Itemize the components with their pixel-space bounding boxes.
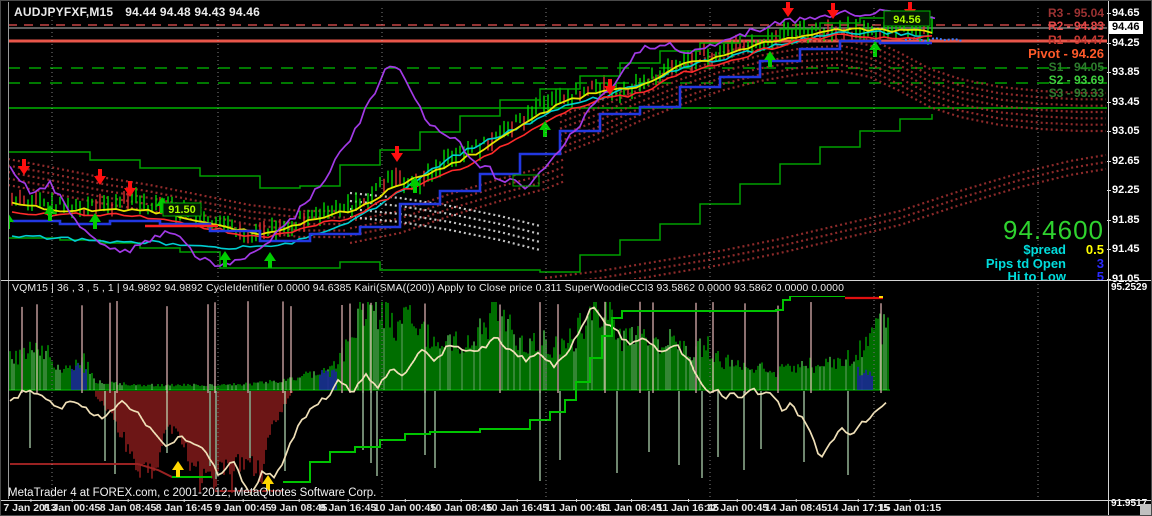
current-price-tag: 94.46 <box>1109 21 1143 34</box>
time-label: 10 Jan 00:45 <box>374 499 436 514</box>
time-axis[interactable]: 7 Jan 2013 8 Jan 00:45 8 Jan 08:45 8 Jan 16… <box>0 499 1152 516</box>
axis-separator-vertical <box>1108 0 1109 516</box>
tick-mark <box>1107 13 1111 14</box>
tick-mark <box>1107 72 1111 73</box>
svg-text:94.56: 94.56 <box>893 14 921 26</box>
buy-arrow-icon <box>264 252 276 268</box>
svg-text:91.50: 91.50 <box>168 204 196 216</box>
price-axis[interactable]: 94.65 94.25 93.85 93.45 93.05 92.65 92.25 91.85… <box>1107 0 1152 516</box>
price-tick-92.65: 92.65 <box>1107 155 1140 167</box>
sub-axis-min: 91.9517 <box>1111 498 1148 509</box>
pivot-row-pivot: Pivot - 94.26 <box>1028 46 1104 62</box>
price-tick-92.25: 92.25 <box>1107 184 1140 196</box>
info-value: 3 <box>1096 255 1104 271</box>
price-tick-94.65: 94.65 <box>1107 7 1140 19</box>
sell-arrow-icon <box>94 169 106 185</box>
price-tick-93.45: 93.45 <box>1107 96 1140 108</box>
time-label: 8 Jan 00:45 <box>44 499 100 514</box>
time-label: 8 Jan 08:45 <box>100 499 156 514</box>
time-label: 15 Jan 01:15 <box>879 499 941 514</box>
sell-arrow-icon <box>124 181 136 197</box>
pivot-row-r3: R3 - 95.04 <box>1047 6 1104 20</box>
tick-mark <box>1107 249 1111 250</box>
info-row-2: Hi to Low 5 <box>986 269 1105 284</box>
sell-arrow-icon <box>782 2 794 17</box>
time-label: 9 Jan 16:45 <box>320 499 376 514</box>
sell-arrow-icon <box>827 3 839 19</box>
buy-arrow-icon <box>44 205 56 221</box>
price-tick-91.85: 91.85 <box>1107 214 1140 226</box>
info-panel: 94.4600 $pread 0.5 Pips td Open 3 Hi to Low 5 <box>986 217 1104 284</box>
buy-arrow-icon <box>539 121 551 137</box>
buy-arrow-icon <box>89 213 101 229</box>
buy-arrow-icon <box>172 461 184 477</box>
info-label: Hi to Low <box>1007 269 1067 284</box>
price-tick-93.05: 93.05 <box>1107 125 1140 137</box>
tick-mark <box>1107 220 1111 221</box>
pivot-row-r1: R1 - 94.47 <box>1047 32 1104 47</box>
indicator-header: VQM15 | 36 , 3 , 5 , 1 | 94.9892 94.9892… <box>12 282 845 294</box>
info-value: 0.5 <box>1085 242 1104 257</box>
price-tick-91.05: 91.05 <box>1107 273 1140 285</box>
info-row-1: Pips td Open 3 <box>986 255 1104 271</box>
sell-arrow-icon <box>18 159 30 175</box>
price-tick-91.45: 91.45 <box>1107 243 1140 255</box>
signal-price-tag-left: 91.50 <box>162 202 202 217</box>
info-value: 5 <box>1096 269 1104 284</box>
pivot-row-r2: R2 - 94.83 <box>1047 19 1104 34</box>
time-label: 14 Jan 08:45 <box>765 499 827 514</box>
tick-mark <box>1107 102 1111 103</box>
info-row-0: $pread 0.5 <box>986 243 1104 257</box>
buy-arrow-icon <box>764 51 776 67</box>
tick-mark <box>1107 161 1111 162</box>
resize-corner[interactable] <box>1140 504 1152 516</box>
time-axis-separator <box>0 500 1152 501</box>
signal-price-tag: 94.56 <box>883 10 931 27</box>
time-label: 9 Jan 00:45 <box>215 499 271 514</box>
tick-mark <box>1107 279 1111 280</box>
tick-mark <box>1107 43 1111 44</box>
ohlc-values: 94.44 94.48 94.43 94.46 <box>125 5 261 19</box>
sub-axis-max: 95.2529 <box>1111 282 1148 293</box>
time-label: 10 Jan 16:45 <box>486 499 548 514</box>
buy-arrow-icon <box>156 197 168 213</box>
time-label: 11 Jan 08:45 <box>600 499 662 514</box>
window-separator[interactable] <box>0 280 1152 281</box>
buy-arrow-icon <box>879 296 883 298</box>
price-tick-93.85: 93.85 <box>1107 66 1140 78</box>
chart-title: AUDJPYFXF,M15 94.44 94.48 94.43 94.46 <box>14 5 260 19</box>
buy-arrow-icon <box>869 41 881 57</box>
sell-arrow-icon <box>604 79 616 95</box>
buy-arrow-icon <box>219 251 231 267</box>
sell-arrow-icon <box>391 146 403 162</box>
tick-mark <box>1107 190 1111 191</box>
time-label: 12 Jan 00:45 <box>706 499 768 514</box>
current-price-display: 94.4600 <box>1003 215 1104 245</box>
tick-mark <box>1107 131 1111 132</box>
sell-arrow-icon <box>904 2 916 18</box>
pivot-levels-panel: R3 - 95.04 R2 - 94.83 R1 - 94.47 Pivot - 94… <box>1028 6 1104 101</box>
status-bar-text: MetaTrader 4 at FOREX.com, c 2001-2012, … <box>8 487 377 499</box>
time-label: 11 Jan 00:45 <box>545 499 607 514</box>
time-label: 8 Jan 16:45 <box>156 499 212 514</box>
price-tick-94.25: 94.25 <box>1107 37 1140 49</box>
time-label: 10 Jan 08:45 <box>430 499 492 514</box>
symbol-period-label: AUDJPYFXF,M15 <box>14 5 114 19</box>
pivot-row-s2: S2 - 93.69 <box>1048 73 1104 88</box>
plot-left-border <box>8 2 9 499</box>
buy-arrow-icon <box>409 177 421 193</box>
pivot-row-s3: S3 - 93.33 <box>1048 86 1104 101</box>
pivot-row-s1: S1 - 94.05 <box>1048 59 1104 74</box>
